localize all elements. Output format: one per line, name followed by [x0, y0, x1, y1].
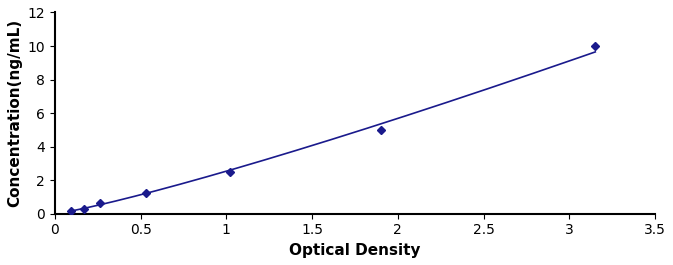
X-axis label: Optical Density: Optical Density — [289, 243, 421, 258]
Y-axis label: Concentration(ng/mL): Concentration(ng/mL) — [7, 19, 22, 207]
